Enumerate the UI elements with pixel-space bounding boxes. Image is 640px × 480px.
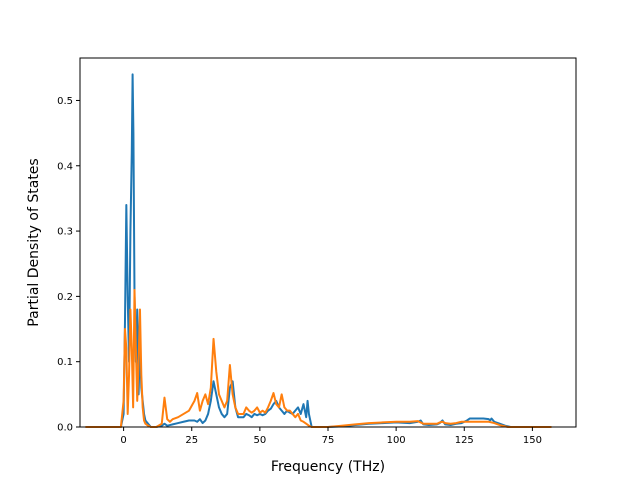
x-axis-ticks: 0 25 50 75 100 125 150 [120, 427, 542, 446]
y-tick-label: 0.0 [57, 423, 73, 434]
x-tick-label: 50 [254, 435, 267, 446]
y-axis-title: Partial Density of States [26, 158, 42, 326]
x-tick-label: 100 [387, 435, 406, 446]
y-tick-label: 0.3 [57, 227, 73, 238]
x-tick-label: 75 [322, 435, 335, 446]
x-tick-label: 25 [185, 435, 198, 446]
x-tick-label: 0 [120, 435, 126, 446]
plot-area [85, 73, 552, 428]
plot-frame [79, 57, 577, 428]
series-1-line [85, 73, 552, 428]
x-axis-title: Frequency (THz) [271, 459, 385, 475]
y-tick-label: 0.2 [57, 292, 73, 303]
y-tick-label: 0.1 [57, 357, 73, 368]
x-tick-label: 150 [523, 435, 542, 446]
y-tick-label: 0.5 [57, 96, 73, 107]
x-tick-label: 125 [455, 435, 474, 446]
series-2-line [85, 288, 552, 428]
y-axis-ticks: 0.0 0.1 0.2 0.3 0.4 0.5 [57, 96, 80, 434]
y-tick-label: 0.4 [57, 161, 73, 172]
